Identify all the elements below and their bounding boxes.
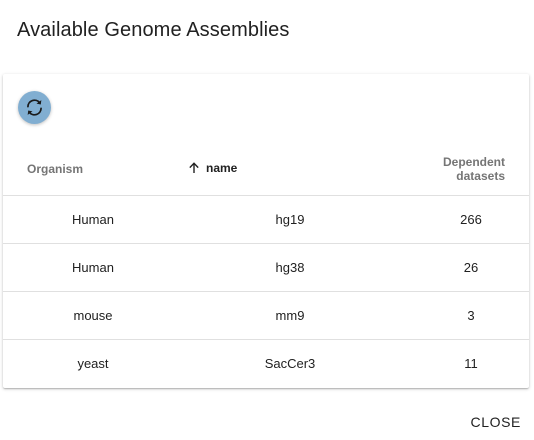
cell-organism: yeast bbox=[77, 356, 109, 371]
assemblies-card: Organism name Dependent datasets bbox=[3, 74, 529, 388]
refresh-icon bbox=[27, 99, 42, 116]
table-header-row: Organism name Dependent datasets bbox=[3, 142, 529, 196]
cell-dependent-datasets: 26 bbox=[397, 243, 529, 292]
table-row[interactable]: mouse mm9 3 bbox=[3, 291, 529, 340]
cell-dependent-datasets: 3 bbox=[397, 291, 529, 340]
cell-name: hg38 bbox=[183, 243, 397, 292]
close-button[interactable]: CLOSE bbox=[470, 414, 521, 430]
cell-name: hg19 bbox=[183, 195, 397, 244]
cell-organism: Human bbox=[3, 243, 183, 292]
column-header-organism[interactable]: Organism bbox=[3, 142, 183, 196]
cell-organism: Human bbox=[3, 195, 183, 244]
table-row[interactable]: Human hg38 26 bbox=[3, 243, 529, 292]
assemblies-table: Organism name Dependent datasets bbox=[3, 142, 529, 387]
cell-dependent-datasets: 266 bbox=[397, 195, 529, 244]
arrow-up-icon bbox=[189, 161, 199, 173]
table-row[interactable]: yeast SacCer3 11 bbox=[3, 340, 529, 388]
column-header-name[interactable]: name bbox=[183, 142, 397, 196]
cell-organism: mouse bbox=[3, 291, 183, 340]
cell-name: SacCer3 bbox=[264, 356, 316, 371]
column-header-name-label: name bbox=[206, 160, 238, 175]
refresh-button[interactable] bbox=[18, 91, 51, 124]
dialog-title: Available Genome Assemblies bbox=[17, 19, 290, 41]
cell-dependent-datasets: 11 bbox=[464, 356, 478, 371]
column-header-dependent-datasets[interactable]: Dependent datasets bbox=[397, 142, 529, 196]
table-row[interactable]: Human hg19 266 bbox=[3, 195, 529, 244]
table-toolbar bbox=[3, 74, 529, 140]
cell-name: mm9 bbox=[183, 291, 397, 340]
